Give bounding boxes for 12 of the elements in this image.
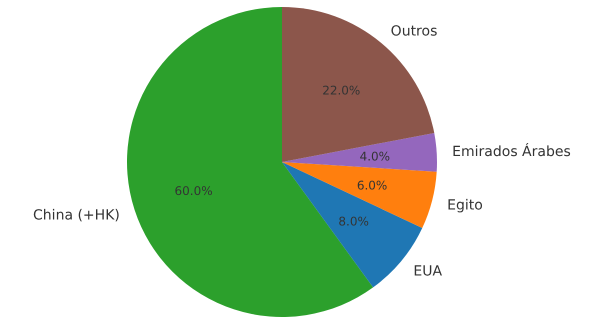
data-label: 6.0% bbox=[356, 178, 388, 192]
pie-slice bbox=[282, 162, 437, 228]
slice-label: Egito bbox=[447, 197, 483, 214]
pie-slice bbox=[282, 132, 437, 172]
slice-label: Outros bbox=[390, 24, 438, 40]
data-label: 22.0% bbox=[322, 84, 360, 98]
data-label: 4.0% bbox=[360, 149, 390, 164]
data-label: 8.0% bbox=[338, 214, 369, 228]
slice-label: EUA bbox=[413, 264, 442, 280]
slice-label: China (+HK) bbox=[33, 208, 120, 224]
slice-label: Emirados Árabes bbox=[452, 143, 571, 160]
data-label: 60.0% bbox=[174, 184, 213, 198]
